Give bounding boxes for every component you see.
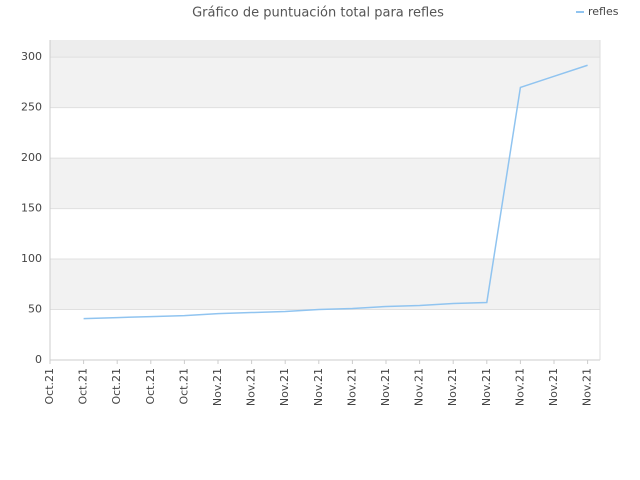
y-tick-label: 100 [21, 252, 42, 265]
chart-title: Gráfico de puntuación total para refles [192, 6, 444, 21]
grid-band [50, 259, 600, 310]
x-tick-label: Nov.21 [547, 368, 560, 406]
x-tick-label: Oct.21 [43, 368, 56, 405]
x-tick-label: Nov.21 [211, 368, 224, 406]
x-tick-label: Nov.21 [379, 368, 392, 406]
x-tick-label: Nov.21 [245, 368, 258, 406]
x-tick-label: Oct.21 [77, 368, 90, 405]
x-tick-label: Oct.21 [144, 368, 157, 405]
grid-band [50, 40, 600, 58]
x-tick-label: Oct.21 [177, 368, 190, 405]
grid-band [50, 158, 600, 209]
grid-band [50, 57, 600, 108]
legend-label: refles [588, 5, 619, 18]
y-tick-label: 50 [28, 303, 42, 316]
y-tick-label: 250 [21, 101, 42, 114]
x-tick-label: Nov.21 [446, 368, 459, 406]
x-tick-label: Nov.21 [345, 368, 358, 406]
y-tick-label: 300 [21, 50, 42, 63]
x-tick-label: Nov.21 [513, 368, 526, 406]
data-line [83, 64, 588, 320]
x-tick-label: Nov.21 [278, 368, 291, 406]
x-tick-label: Oct.21 [110, 368, 123, 405]
x-tick-label: Nov.21 [312, 368, 325, 406]
y-tick-label: 200 [21, 151, 42, 164]
y-tick-label: 150 [21, 202, 42, 215]
x-tick-label: Nov.21 [480, 368, 493, 406]
x-tick-label: Nov.21 [413, 368, 426, 406]
x-tick-label: Nov.21 [581, 368, 594, 406]
y-tick-label: 0 [35, 353, 42, 366]
